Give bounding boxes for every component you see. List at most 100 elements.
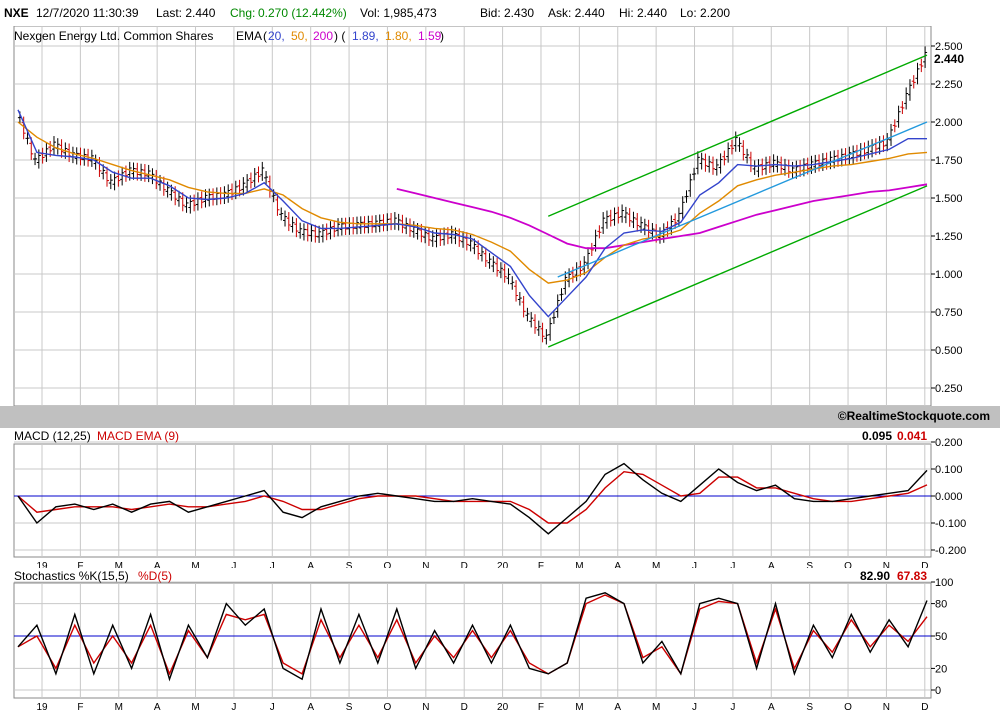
ema200-line [396,183,928,250]
stochastics-title: Stochastics %K(15,5) [14,569,129,583]
ema-legend-label: EMA [236,29,262,43]
stochastics-signal-title: %D(5) [138,569,172,583]
macd-x-tick-label: A [307,561,314,568]
stochastics-y-tick-label: 100 [935,577,953,589]
macd-signal-value: 0.041 [897,429,927,443]
price-y-tick-label: 1.250 [935,231,963,243]
ema50-line [17,121,928,284]
price-y-tick-label: 1.500 [935,193,963,205]
ema-legend-separator: ) ( [334,29,345,43]
quote-high: Hi: 2.440 [619,6,668,20]
stochastics-x-tick-label: J [270,702,275,712]
macd-x-tick-label: S [346,561,353,568]
last-price-box [932,52,968,65]
stochastics-x-tick-label: J [231,702,236,712]
stochastics-d-line [17,594,928,676]
stochastics-k-value: 82.90 [860,569,890,583]
ema20-value: 1.89, [352,29,379,43]
macd-value: 0.095 [862,429,892,443]
stochastics-x-tick-label: O [384,702,392,712]
ema20-line [17,109,927,318]
stochastics-y-tick-label: 80 [935,599,947,611]
stochastics-x-tick-label: 20 [497,702,509,712]
ema50-value: 1.80, [385,29,412,43]
macd-x-tick-label: A [614,561,621,568]
price-chart-title: Nexgen Energy Ltd. Common Shares [14,29,213,43]
stochastics-x-tick-label: M [191,702,199,712]
macd-title: MACD (12,25) [14,429,91,443]
macd-x-tick-label: N [883,561,890,568]
macd-x-tick-label: J [692,561,697,568]
stochastics-x-tick-label: F [538,702,544,712]
stochastics-plot-frame [13,582,932,699]
quote-datetime: 12/7/2020 11:30:39 [36,6,139,20]
credit-bar: ©RealtimeStockquote.com [0,406,1000,428]
macd-x-tick-label: M [191,561,199,568]
stochastics-y-tick-label: 20 [935,663,947,675]
price-y-tick-label: 1.000 [935,269,963,281]
stochastics-x-tick-label: A [614,702,621,712]
stochastics-x-tick-label: M [652,702,660,712]
macd-x-tick-label: N [422,561,429,568]
channel-upper-line [547,54,928,217]
ema50-period: 50, [291,29,308,43]
credit-text: ©RealtimeStockquote.com [837,409,990,423]
stochastics-x-tick-label: A [768,702,775,712]
quote-ask: Ask: 2.440 [548,6,605,20]
ema200-period: 200 [313,29,333,43]
macd-x-tick-label: M [652,561,660,568]
macd-x-tick-label: 20 [497,561,509,568]
macd-chart: 0.200 0.100 0.000 -0.100 -0.200 19 F M A M J J A S O N… [13,429,966,568]
macd-line [17,462,928,535]
macd-x-tick-label: F [538,561,544,568]
macd-x-tick-label: M [575,561,583,568]
macd-x-tick-label: M [115,561,123,568]
quote-change-value: 0.270 (12.442%) [258,6,347,20]
macd-x-tick-label: A [768,561,775,568]
stochastics-x-tick-label: A [307,702,314,712]
macd-x-tick-label: J [231,561,236,568]
quote-volume: Vol: 1,985,473 [360,6,437,20]
quote-bid: Bid: 2.430 [480,6,535,20]
stochastics-y-tick-label: 0 [935,685,941,697]
price-plot-frame [13,26,932,407]
stochastics-x-tick-label: A [154,702,161,712]
macd-x-tick-label: 19 [36,561,48,568]
stochastics-chart: 100 80 50 20 0 19 F M A M J J A S O N D 20 F M A M J J A S O N D St… [13,569,953,712]
stochastics-x-tick-label: J [692,702,697,712]
stochastics-x-tick-label: 19 [36,702,48,712]
macd-x-tick-label: A [154,561,161,568]
trendline [557,121,928,278]
ema200-value: 1.59 [418,29,442,43]
macd-y-tick-label: -0.100 [935,518,966,530]
stochastics-x-tick-label: M [575,702,583,712]
stochastics-d-value: 67.83 [897,569,927,583]
quote-change-label: Chg: [230,6,256,20]
macd-x-tick-label: S [806,561,813,568]
stochastics-x-tick-label: N [883,702,890,712]
macd-x-tick-label: O [844,561,852,568]
price-y-tick-label: 1.750 [935,155,963,167]
macd-y-tick-label: 0.200 [935,437,963,449]
quote-header: NXE 12/7/2020 11:30:39 Last: 2.440 Chg: … [0,0,1000,26]
macd-x-tick-label: F [77,561,83,568]
macd-x-tick-label: J [730,561,735,568]
stochastics-x-tick-label: O [844,702,852,712]
stochastics-y-tick-label: 50 [935,631,947,643]
macd-y-tick-label: -0.200 [935,545,966,557]
macd-plot-frame [13,443,932,558]
macd-x-tick-label: J [270,561,275,568]
ema-legend-close: ) [440,29,444,43]
price-y-tick-label: 2.500 [935,41,963,53]
ema20-period: 20, [268,29,285,43]
stochastics-x-tick-label: D [461,702,468,712]
macd-signal-line [17,470,928,524]
price-y-tick-label: 0.500 [935,345,963,357]
stochastics-x-tick-label: D [921,702,928,712]
ema-legend: EMA ( 20, 50, 200 ) ( 1.89, 1.80, 1.59 ) [236,29,445,43]
macd-signal-title: MACD EMA (9) [97,429,179,443]
stochastics-k-line [17,592,928,682]
stochastics-x-tick-label: M [115,702,123,712]
stochastics-x-tick-label: S [806,702,813,712]
macd-x-tick-label: O [384,561,392,568]
